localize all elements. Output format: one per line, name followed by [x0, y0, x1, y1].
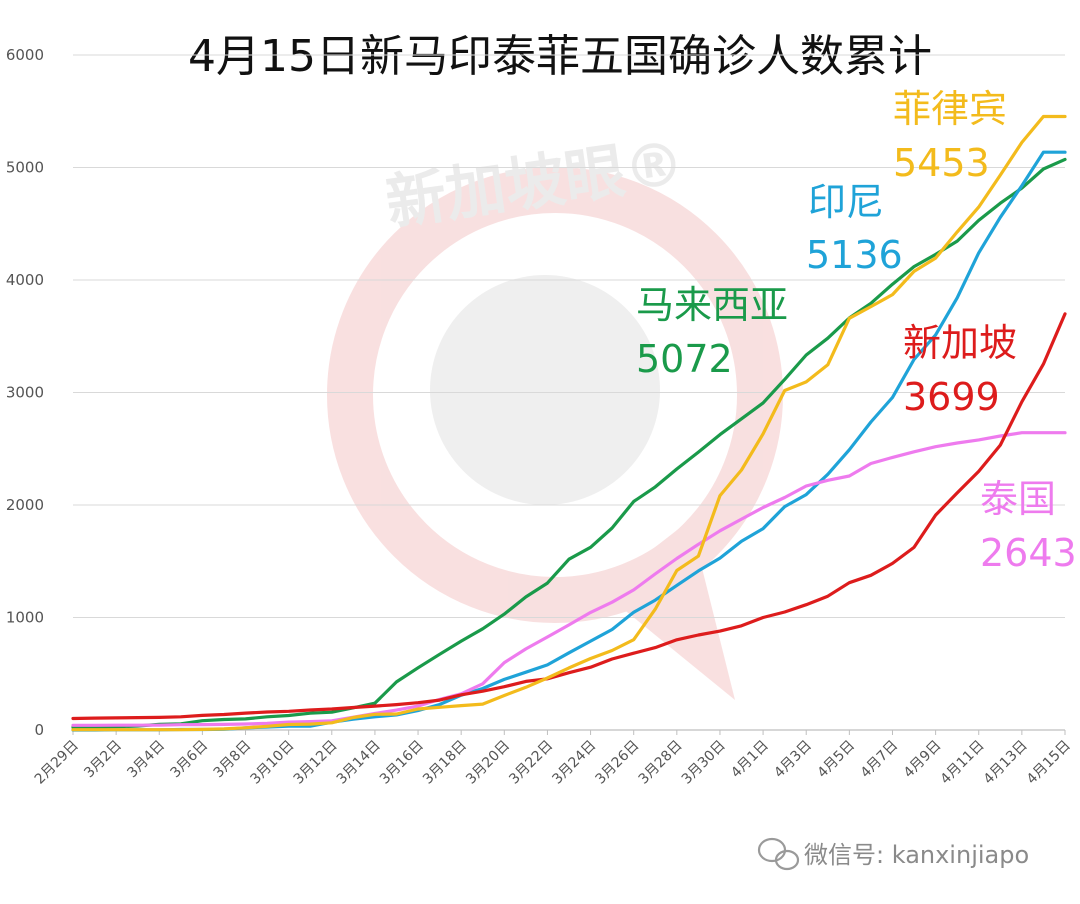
series-name-singapore: 新加坡 — [903, 321, 1017, 365]
x-tick-label: 3月30日 — [679, 738, 729, 788]
x-tick-label: 3月20日 — [463, 738, 513, 788]
y-tick-label: 0 — [34, 721, 44, 739]
grid — [73, 54, 1065, 618]
series-lines — [71, 114, 1067, 732]
y-tick-label: 4000 — [6, 271, 44, 289]
series-line-malaysia — [71, 157, 1067, 729]
series-line-philippines — [71, 114, 1067, 732]
series-label-malaysia: 马来西亚 5072 — [636, 283, 788, 381]
series-name-malaysia: 马来西亚 — [636, 283, 788, 327]
x-tick-label: 4月13日 — [981, 738, 1031, 788]
series-value-indonesia: 5136 — [806, 233, 903, 277]
x-tick-label: 3月14日 — [334, 738, 384, 788]
x-tick-label: 3月4日 — [124, 738, 168, 782]
x-tick-label: 4月7日 — [858, 738, 902, 782]
x-tick-label: 3月22日 — [506, 738, 556, 788]
series-value-malaysia: 5072 — [636, 337, 733, 381]
watermark: 新加坡眼® — [327, 128, 783, 700]
x-tick-label: 3月6日 — [168, 738, 212, 782]
series-name-indonesia: 印尼 — [808, 180, 884, 224]
x-tick-label: 3月12日 — [291, 738, 341, 788]
series-label-singapore: 新加坡 3699 — [903, 321, 1017, 419]
x-tick-label: 4月5日 — [814, 738, 858, 782]
x-tick-label: 3月24日 — [549, 738, 599, 788]
x-tick-label: 3月2日 — [81, 738, 125, 782]
y-tick-label: 6000 — [6, 46, 44, 64]
x-tick-label: 3月18日 — [420, 738, 470, 788]
chart-title: 4月15日新马印泰菲五国确诊人数累计 — [188, 31, 932, 82]
series-value-philippines: 5453 — [893, 141, 990, 185]
x-tick-label: 4月15日 — [1024, 738, 1074, 788]
series-name-philippines: 菲律宾 — [893, 87, 1007, 131]
y-tick-label: 3000 — [6, 384, 44, 402]
series-label-thailand: 泰国 2643 — [980, 477, 1077, 575]
x-axis-ticks: 2月29日 3月2日 3月4日 3月6日 3月8日3月10日3月12日3月14日3月16… — [32, 730, 1074, 788]
x-tick-label: 3月16日 — [377, 738, 427, 788]
x-tick-label: 3月26日 — [593, 738, 643, 788]
footer-wechat-text: 微信号: kanxinjiapo — [804, 841, 1029, 869]
series-name-thailand: 泰国 — [980, 477, 1056, 521]
y-tick-label: 2000 — [6, 496, 44, 514]
x-tick-label: 3月28日 — [636, 738, 686, 788]
wechat-icon — [757, 837, 800, 871]
footer: 微信号: kanxinjiapo — [757, 837, 1029, 871]
x-tick-label: 4月3日 — [771, 738, 815, 782]
y-tick-label: 1000 — [6, 609, 44, 627]
series-value-thailand: 2643 — [980, 531, 1077, 575]
series-label-indonesia: 印尼 5136 — [806, 180, 903, 277]
watermark-ring-tail — [600, 520, 735, 700]
x-tick-label: 3月10日 — [247, 738, 297, 788]
watermark-center — [430, 275, 660, 505]
y-tick-label: 5000 — [6, 159, 44, 177]
x-tick-label: 4月1日 — [728, 738, 772, 782]
y-axis-ticks: 0 1000 2000 3000 4000 5000 6000 — [6, 46, 44, 739]
series-line-thailand — [71, 431, 1067, 727]
series-value-singapore: 3699 — [903, 375, 1000, 419]
x-tick-label: 4月11日 — [938, 738, 988, 788]
series-line-singapore — [71, 312, 1067, 721]
watermark-ring — [327, 167, 783, 623]
series-label-philippines: 菲律宾 5453 — [893, 87, 1007, 185]
x-tick-label: 2月29日 — [32, 738, 82, 788]
